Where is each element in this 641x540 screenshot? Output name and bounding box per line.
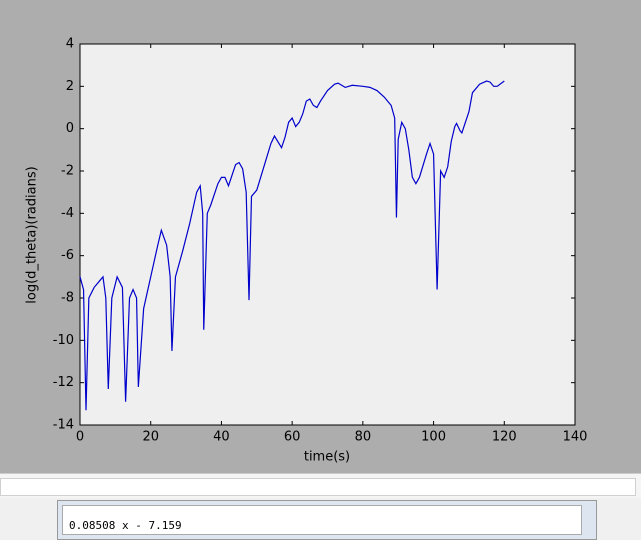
input-field[interactable] [0, 478, 636, 496]
y-tick-label: 4 [66, 37, 74, 52]
plot-area [79, 43, 576, 426]
toolbar [0, 473, 641, 498]
y-tick-label: -2 [61, 164, 74, 179]
y-tick-label: -6 [61, 248, 74, 263]
y-tick-label: -12 [53, 375, 74, 390]
x-tick-label: 0 [76, 430, 84, 445]
y-tick-label: -8 [61, 291, 74, 306]
y-tick-label: 2 [66, 79, 74, 94]
y-tick-label: -10 [53, 333, 74, 348]
y-axis-label: log(d_theta)(radians) [25, 166, 40, 303]
data-line [79, 80, 505, 411]
x-axis-label: time(s) [304, 450, 350, 465]
x-tick-label: 140 [563, 430, 588, 445]
x-tick-label: 20 [142, 430, 159, 445]
x-tick-label: 40 [213, 430, 230, 445]
y-tick-label: -14 [53, 418, 74, 433]
y-tick-label: -4 [61, 206, 74, 221]
chart: time(s) log(d_theta)(radians) -14 -12 -10 -… [0, 0, 641, 473]
x-tick-label: 120 [492, 430, 517, 445]
y-tick-label: 0 [66, 121, 74, 136]
x-tick-label: 80 [355, 430, 372, 445]
x-tick-label: 60 [284, 430, 301, 445]
text-box: 0.08508 x - 7.159 [57, 500, 597, 540]
text-area[interactable]: 0.08508 x - 7.159 [62, 505, 582, 535]
x-tick-label: 100 [421, 430, 446, 445]
